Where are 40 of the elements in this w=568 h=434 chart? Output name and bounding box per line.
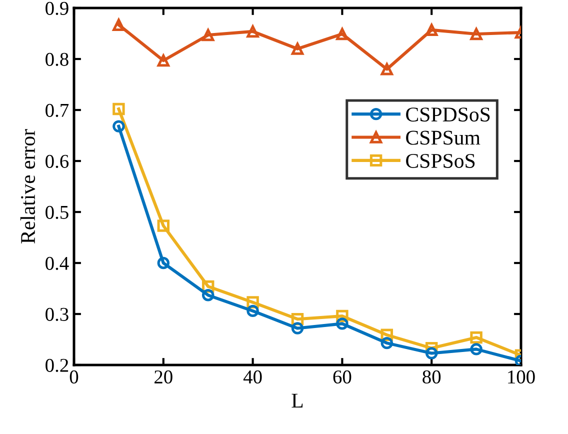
point [291, 42, 304, 55]
point [470, 331, 482, 344]
x-tick-label: 40 [243, 370, 262, 384]
legend-label: CSPDSoS [406, 108, 490, 122]
y-tick-label: 0.2 [46, 358, 68, 372]
point [470, 28, 482, 40]
y-tick-label: 0.7 [46, 104, 69, 118]
point [246, 25, 259, 38]
y-tick-label: 0.9 [46, 2, 68, 16]
point [157, 54, 170, 67]
x-tick-label: 60 [333, 370, 352, 384]
point [246, 304, 259, 318]
point [202, 289, 214, 302]
point [112, 102, 125, 116]
point [425, 24, 438, 36]
x-tick-label: 100 [508, 370, 535, 384]
y-tick-label: 0.6 [46, 154, 69, 168]
point [157, 220, 170, 232]
point [470, 343, 482, 356]
y-tick-label: 0.8 [46, 52, 68, 66]
point [380, 336, 394, 350]
point [291, 322, 304, 334]
legend-label: CSPSoS [406, 154, 475, 168]
x-axis-title: L [292, 394, 303, 408]
point [202, 28, 214, 42]
y-axis-title: Relative error [20, 129, 36, 244]
point [380, 63, 394, 76]
x-tick-label: 0 [70, 370, 78, 384]
point [157, 256, 170, 270]
point [336, 28, 348, 40]
point [112, 18, 125, 31]
point [112, 120, 125, 132]
point [425, 347, 438, 360]
legend-label: CSPSum [406, 130, 480, 145]
x-tick-label: 80 [422, 370, 441, 384]
point [336, 318, 348, 330]
y-tick-label: 0.4 [46, 256, 69, 270]
x-tick-label: 20 [154, 370, 172, 384]
y-tick-label: 0.3 [46, 308, 68, 322]
y-tick-label: 0.5 [46, 206, 68, 220]
